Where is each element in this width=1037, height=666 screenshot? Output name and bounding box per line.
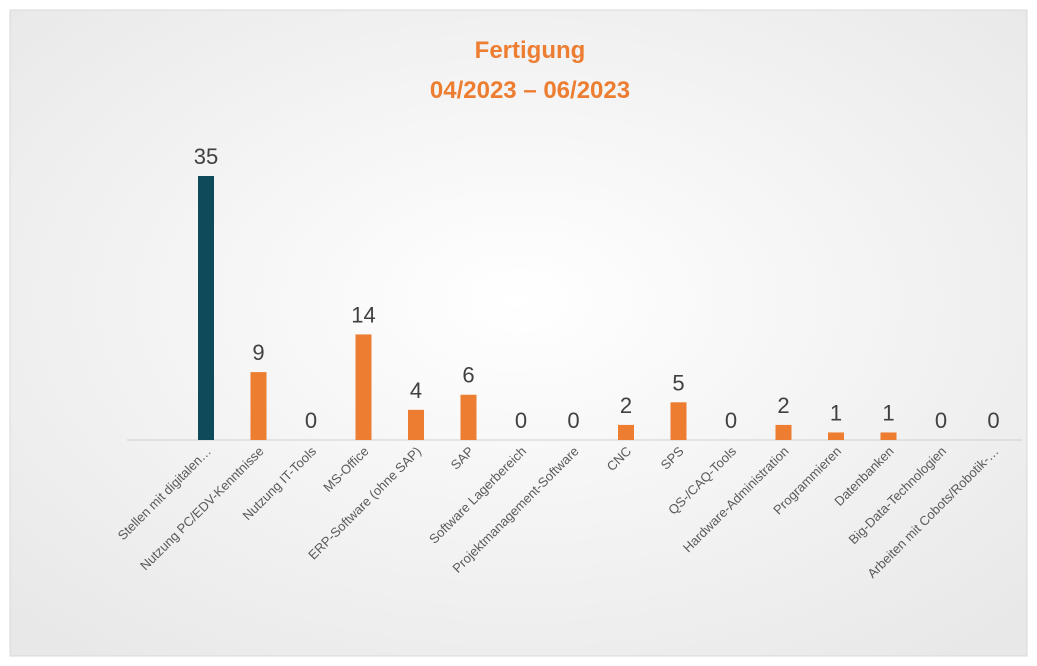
value-label: 5 bbox=[672, 370, 684, 395]
value-label: 2 bbox=[777, 393, 789, 418]
bar bbox=[408, 409, 424, 440]
value-label: 9 bbox=[252, 340, 264, 365]
value-label: 1 bbox=[830, 400, 842, 425]
chart-subtitle: 04/2023 – 06/2023 bbox=[430, 77, 630, 104]
value-label: 0 bbox=[935, 408, 947, 433]
chart-area bbox=[9, 9, 1028, 657]
value-label: 0 bbox=[305, 408, 317, 433]
value-label: 14 bbox=[351, 302, 375, 327]
value-label: 2 bbox=[620, 393, 632, 418]
value-label: 0 bbox=[515, 408, 527, 433]
bar bbox=[670, 402, 687, 440]
bar bbox=[618, 424, 634, 440]
bar bbox=[775, 424, 792, 440]
value-label: 35 bbox=[194, 144, 218, 169]
value-label: 6 bbox=[462, 363, 474, 388]
value-label: 0 bbox=[725, 408, 737, 433]
chart-title: Fertigung bbox=[475, 37, 586, 64]
value-label: 4 bbox=[410, 378, 422, 403]
bar bbox=[880, 432, 897, 440]
bar bbox=[828, 432, 844, 440]
value-label: 1 bbox=[882, 400, 894, 425]
bar bbox=[198, 176, 214, 440]
bar bbox=[460, 394, 477, 440]
value-label: 0 bbox=[987, 408, 999, 433]
bar bbox=[250, 372, 267, 440]
value-label: 0 bbox=[567, 408, 579, 433]
bar bbox=[355, 334, 372, 440]
